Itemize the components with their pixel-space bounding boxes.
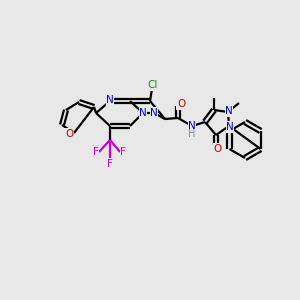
Text: F: F — [120, 147, 126, 157]
Text: N: N — [226, 122, 234, 132]
Text: O: O — [177, 99, 185, 109]
Text: N: N — [188, 121, 196, 131]
Text: O: O — [214, 144, 222, 154]
Text: F: F — [93, 147, 99, 157]
Text: N: N — [150, 108, 158, 118]
Text: H: H — [188, 129, 196, 139]
Text: N: N — [139, 108, 147, 118]
Text: Cl: Cl — [148, 80, 158, 90]
Text: N: N — [106, 95, 114, 105]
Text: O: O — [65, 129, 73, 139]
Text: N: N — [225, 106, 233, 116]
Text: F: F — [107, 159, 113, 169]
